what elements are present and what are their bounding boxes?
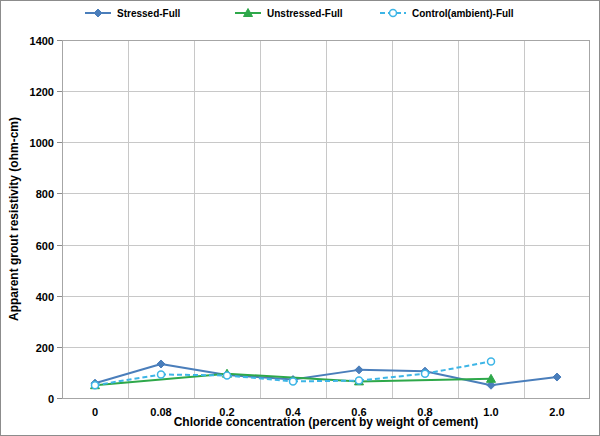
y-tick-label: 200 [36, 342, 54, 354]
y-tick-label: 400 [36, 291, 54, 303]
y-tick [57, 245, 62, 246]
chart-border [1, 1, 600, 436]
y-tick-label: 0 [48, 393, 54, 405]
series [92, 358, 495, 389]
data-point [355, 366, 363, 374]
y-tick-label: 1000 [30, 137, 54, 149]
y-tick-label: 800 [36, 188, 54, 200]
series-line [95, 374, 161, 385]
x-grid-line [128, 40, 129, 398]
y-tick [57, 193, 62, 194]
y-tick [57, 142, 62, 143]
data-point [553, 373, 561, 381]
y-tick [57, 347, 62, 348]
data-point [223, 371, 231, 379]
data-point [488, 358, 495, 365]
x-grid-line [260, 40, 261, 398]
y-tick [57, 398, 62, 399]
data-point [355, 377, 364, 385]
series-line [359, 374, 425, 381]
x-tick-label: 0 [92, 406, 98, 418]
chart: 020040060080010001200140000.080.20.40.60… [0, 0, 600, 436]
legend: Stressed-Full Unstressed-Full Control(ambi… [85, 8, 514, 19]
x-grid-line [194, 40, 195, 398]
legend-label: Control(ambient)-Full [412, 8, 514, 19]
y-tick [57, 296, 62, 297]
y-tick-label: 1200 [30, 86, 54, 98]
x-grid-line [458, 40, 459, 398]
data-point [92, 382, 99, 389]
series-group [91, 358, 562, 389]
data-point [91, 381, 100, 389]
data-point [290, 378, 297, 385]
legend-label: Unstressed-Full [267, 8, 343, 19]
legend-label: Stressed-Full [117, 8, 181, 19]
series-line [161, 374, 227, 375]
data-point [157, 360, 165, 368]
grid [62, 40, 590, 399]
legend-item: Stressed-Full [85, 8, 181, 19]
series-line [227, 375, 293, 381]
series-line [293, 380, 359, 383]
legend-marker [94, 9, 102, 17]
series-line [425, 361, 491, 373]
data-point [487, 374, 496, 382]
y-tick-label: 600 [36, 240, 54, 252]
y-tick-label: 1400 [30, 35, 54, 47]
x-axis-title: Chloride concentration (percent by weigh… [174, 415, 479, 429]
data-point [224, 372, 231, 379]
legend-marker [390, 10, 397, 17]
x-tick-label: 2.0 [549, 406, 564, 418]
data-point [158, 371, 165, 378]
x-grid-line [326, 40, 327, 398]
x-tick-label: 1.0 [483, 406, 498, 418]
series-line [359, 370, 425, 371]
y-axis: 0 200 400 600 800 1000 1200 1400 [30, 35, 62, 405]
y-tick [57, 40, 62, 41]
y-tick [57, 91, 62, 92]
x-grid-line [392, 40, 393, 398]
x-grid-line [524, 40, 525, 398]
y-axis-title: Apparent grout resistivity (ohm-cm) [7, 117, 21, 321]
data-point [422, 370, 429, 377]
plot-frame [63, 41, 590, 399]
series-line [491, 377, 557, 385]
series-line [161, 364, 227, 375]
legend-item: Unstressed-Full [235, 8, 343, 19]
x-tick-label: 0.08 [150, 406, 171, 418]
legend-item: Control(ambient)-Full [380, 8, 514, 19]
data-point [356, 377, 363, 384]
legend-marker [244, 9, 253, 17]
